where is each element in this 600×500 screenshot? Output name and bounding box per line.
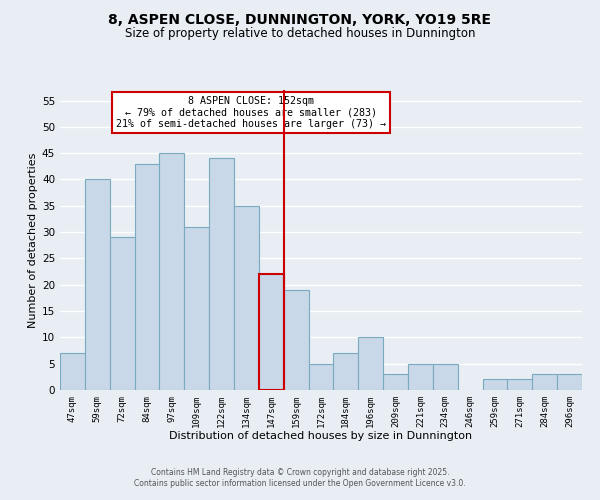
- Bar: [209, 158, 234, 390]
- Bar: [508, 380, 532, 390]
- Bar: [383, 374, 408, 390]
- Bar: [85, 180, 110, 390]
- Bar: [433, 364, 458, 390]
- Bar: [160, 153, 184, 390]
- Bar: [532, 374, 557, 390]
- Bar: [557, 374, 582, 390]
- Text: 8, ASPEN CLOSE, DUNNINGTON, YORK, YO19 5RE: 8, ASPEN CLOSE, DUNNINGTON, YORK, YO19 5…: [109, 12, 491, 26]
- Text: Contains HM Land Registry data © Crown copyright and database right 2025.
Contai: Contains HM Land Registry data © Crown c…: [134, 468, 466, 487]
- Y-axis label: Number of detached properties: Number of detached properties: [28, 152, 38, 328]
- Bar: [358, 338, 383, 390]
- Text: 8 ASPEN CLOSE: 152sqm
← 79% of detached houses are smaller (283)
21% of semi-det: 8 ASPEN CLOSE: 152sqm ← 79% of detached …: [116, 96, 386, 129]
- Bar: [284, 290, 308, 390]
- Bar: [110, 238, 134, 390]
- Bar: [60, 353, 85, 390]
- Bar: [334, 353, 358, 390]
- Bar: [308, 364, 334, 390]
- X-axis label: Distribution of detached houses by size in Dunnington: Distribution of detached houses by size …: [169, 432, 473, 442]
- Bar: [184, 227, 209, 390]
- Text: Size of property relative to detached houses in Dunnington: Size of property relative to detached ho…: [125, 28, 475, 40]
- Bar: [408, 364, 433, 390]
- Bar: [259, 274, 284, 390]
- Bar: [134, 164, 160, 390]
- Bar: [234, 206, 259, 390]
- Bar: [482, 380, 508, 390]
